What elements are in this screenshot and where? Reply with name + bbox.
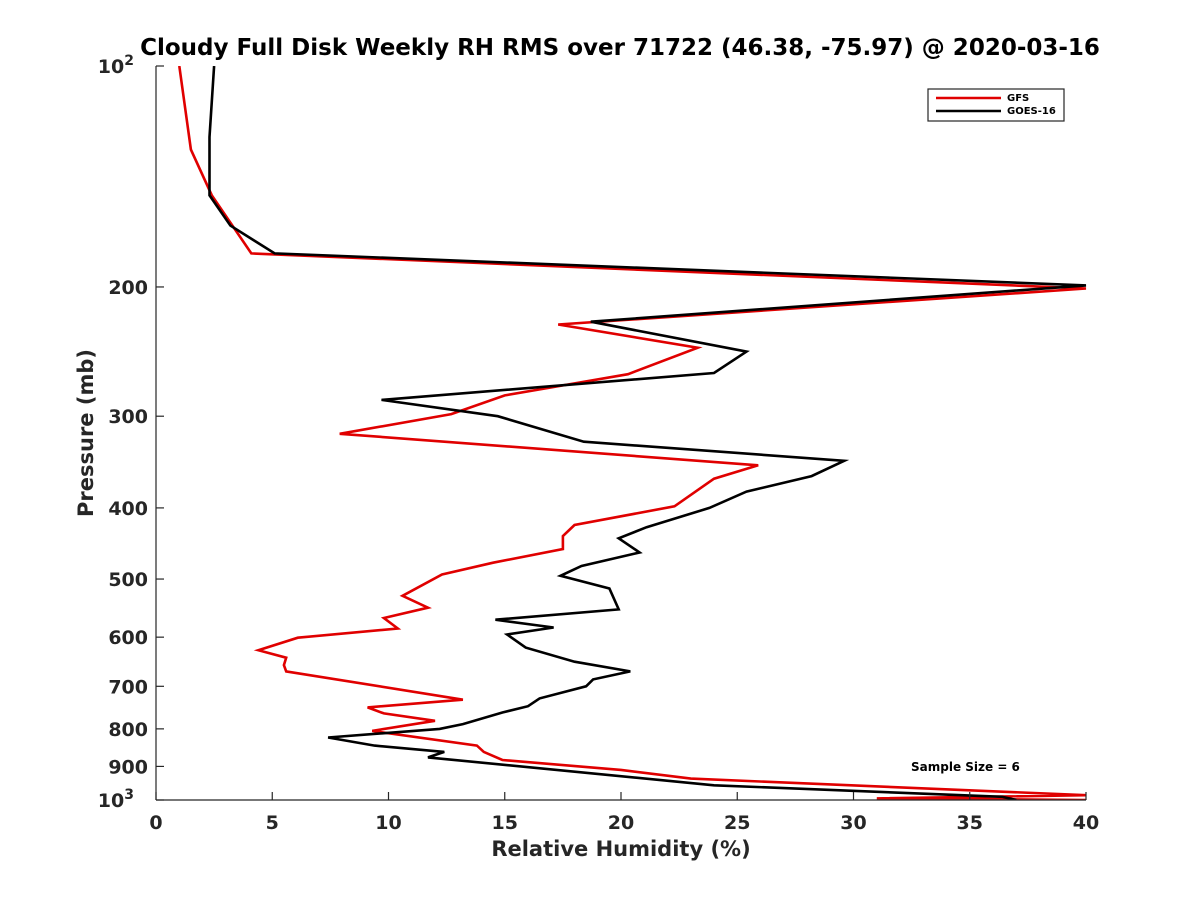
x-tick-label: 10 xyxy=(375,812,401,834)
y-axis-label: Pressure (mb) xyxy=(74,349,98,517)
x-tick-label: 0 xyxy=(149,812,162,834)
y-tick-label: 200 xyxy=(108,277,148,299)
legend-label-goes16: GOES-16 xyxy=(1007,106,1056,117)
y-tick-label: 300 xyxy=(108,406,148,428)
x-axis-label: Relative Humidity (%) xyxy=(491,837,750,861)
x-tick-label: 5 xyxy=(266,812,279,834)
y-tick-label: 400 xyxy=(108,498,148,520)
y-tick-label: 900 xyxy=(108,756,148,778)
x-tick-label: 20 xyxy=(608,812,634,834)
x-tick-layer: 0 5 10 15 20 25 30 35 40 xyxy=(149,792,1099,834)
x-tick-label: 15 xyxy=(492,812,518,834)
y-tick-layer: 102 200 300 400 500 600 700 800 900 103 xyxy=(98,53,164,812)
legend-label-gfs: GFS xyxy=(1007,93,1029,104)
x-tick-label: 40 xyxy=(1073,812,1099,834)
series-line-gfs xyxy=(178,66,1087,800)
series-line-goes16 xyxy=(208,66,1087,800)
y-tick-label: 600 xyxy=(108,627,148,649)
series-layer xyxy=(178,66,1087,800)
plot-area xyxy=(156,66,1086,800)
y-tick-label: 500 xyxy=(108,569,148,591)
x-tick-label: 30 xyxy=(840,812,866,834)
y-tick-label: 103 xyxy=(98,787,134,812)
x-tick-label: 25 xyxy=(724,812,750,834)
y-tick-label: 102 xyxy=(98,53,134,78)
x-tick-label: 35 xyxy=(957,812,983,834)
y-tick-label: 800 xyxy=(108,719,148,741)
legend: GFS GOES-16 xyxy=(927,88,1065,122)
legend-box xyxy=(927,88,1065,122)
y-tick-label: 700 xyxy=(108,676,148,698)
sample-size-annotation: Sample Size = 6 xyxy=(911,760,1020,774)
chart-title: Cloudy Full Disk Weekly RH RMS over 7172… xyxy=(140,35,1100,61)
